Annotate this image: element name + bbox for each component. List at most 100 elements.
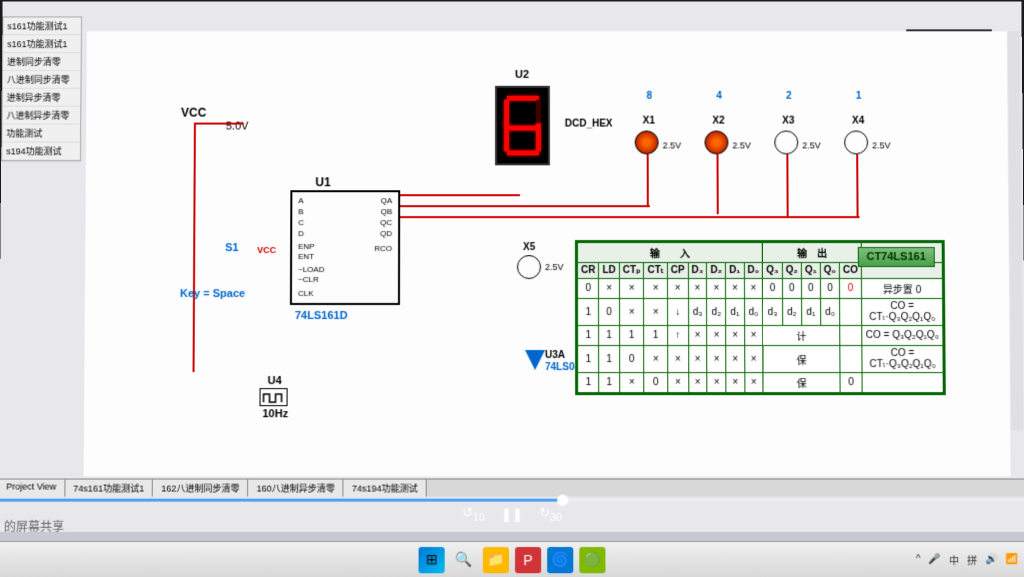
project-sidebar[interactable]: s161功能测试1 s161功能测试1 进制同步清零 八进制同步清零 进制异步清… xyxy=(1,16,82,161)
tab[interactable]: Project View xyxy=(0,480,65,497)
clock-frequency: 10Hz xyxy=(262,408,288,420)
sidebar-item[interactable]: 进制同步清零 xyxy=(3,53,81,71)
probe-x1[interactable] xyxy=(635,131,659,155)
right-toolbar[interactable] xyxy=(1008,31,1023,430)
sidebar-item[interactable]: 进制异步清零 xyxy=(3,89,81,107)
ic-74ls161[interactable]: A B C D ENP ENT ~LOAD ~CLR CLK QA QB QC … xyxy=(290,190,400,305)
weight-4: 4 xyxy=(716,91,722,102)
u3a-label: U3A xyxy=(545,350,565,361)
output-header: 输 出 xyxy=(763,243,862,263)
u1-label: U1 xyxy=(315,175,330,189)
tray-chevron-icon[interactable]: ^ xyxy=(916,554,921,565)
powerpoint-icon[interactable]: P xyxy=(515,547,541,573)
segment-g xyxy=(507,126,539,131)
probe-x5-label: X5 xyxy=(523,242,535,253)
pin-clr: ~CLR xyxy=(298,275,319,284)
sheet-tabs[interactable]: Project View 74s161功能测试1 162八进制同步清零 160八… xyxy=(0,479,1024,497)
vcc-switch-label: VCC xyxy=(257,245,276,255)
u4-label: U4 xyxy=(268,375,282,387)
tab[interactable]: 74s161功能测试1 xyxy=(65,480,153,497)
timeline-progress xyxy=(0,499,563,502)
start-button[interactable]: ⊞ xyxy=(419,547,445,573)
input-header: 输 入 xyxy=(577,243,762,263)
pin-load: ~LOAD xyxy=(298,265,324,274)
tab[interactable]: 74s194功能测试 xyxy=(344,480,427,497)
app-icon[interactable]: 🌀 xyxy=(547,547,573,573)
search-icon[interactable]: 🔍 xyxy=(451,547,477,573)
clock-icon xyxy=(260,389,288,407)
tab[interactable]: 162八进制同步清零 xyxy=(153,480,248,497)
wire xyxy=(193,123,196,372)
pin-b: B xyxy=(298,207,303,216)
windows-taskbar[interactable]: ⊞ 🔍 📁 P 🌀 🟢 ^ 🎤 中 拼 🔊 📶 xyxy=(0,541,1024,577)
pin-qa: QA xyxy=(381,196,393,205)
screen-share-label: 的屏幕共享 xyxy=(0,516,70,537)
probe-x2[interactable] xyxy=(704,131,728,155)
wire xyxy=(400,194,520,195)
rewind-button[interactable]: ↺10 xyxy=(462,505,485,524)
monitor-frame: 🎤 正在讲话: s161功能测试1 s161功能测试1 进制同步清零 八进制同步… xyxy=(0,2,1024,577)
tab[interactable]: 160八进制异步清零 xyxy=(248,480,343,497)
pin-rco: RCO xyxy=(374,244,392,253)
explorer-icon[interactable]: 📁 xyxy=(483,547,509,573)
pin-enp: ENP xyxy=(298,242,314,251)
pin-clk: CLK xyxy=(298,289,314,298)
segment-d xyxy=(507,150,539,155)
truth-table: CT74LS161 输 入 输 出 CRLDCTₚCTₜCPD₃D₂D₁D₀Q₃… xyxy=(575,240,946,395)
wire xyxy=(400,205,650,206)
sidebar-item[interactable]: s161功能测试1 xyxy=(3,17,81,35)
probe-x3-label: X3 xyxy=(782,116,794,127)
switch-s1-label: S1 xyxy=(225,242,239,254)
sidebar-item[interactable]: s161功能测试1 xyxy=(3,35,81,53)
table-row: 1111↑××××计CO = Q₃Q₂Q₁Q₀ xyxy=(578,326,943,346)
table-row: 10××↓d₃d₂d₁d₀d₃d₂d₁d₀CO = CTₜ·Q₃Q₂Q₁Q₀ xyxy=(578,298,943,325)
x4-volt: 2.5V xyxy=(872,140,891,150)
pin-c: C xyxy=(298,218,304,227)
pin-qc: QC xyxy=(380,218,392,227)
wire xyxy=(194,123,244,125)
weight-1: 1 xyxy=(856,91,862,102)
u2-label: U2 xyxy=(515,69,529,81)
wire xyxy=(786,154,788,217)
truth-table-title: CT74LS161 xyxy=(857,247,934,267)
sidebar-item[interactable]: 八进制同步清零 xyxy=(3,71,81,89)
schematic-canvas[interactable]: VCC 5.0V U1 A B C D ENP ENT ~LOAD ~CLR C… xyxy=(84,31,1011,476)
app-icon[interactable]: 🟢 xyxy=(579,547,605,573)
pin-ent: ENT xyxy=(298,252,314,261)
probe-x5[interactable] xyxy=(517,255,541,279)
table-row: 110××××××保CO = CTₜ·Q₃Q₂Q₁Q₀ xyxy=(578,346,944,373)
wire xyxy=(856,154,858,217)
network-icon[interactable]: 📶 xyxy=(1006,554,1019,565)
probe-x3[interactable] xyxy=(774,131,798,155)
pause-button[interactable]: ❚❚ xyxy=(501,506,523,522)
inverter-triangle-icon xyxy=(525,350,545,370)
pin-a: A xyxy=(298,196,303,205)
clock-source[interactable] xyxy=(259,388,287,406)
ime-mode[interactable]: 拼 xyxy=(967,552,977,567)
weight-2: 2 xyxy=(786,91,792,102)
seven-segment-display[interactable] xyxy=(495,86,550,165)
sidebar-item[interactable]: 八进制异步清零 xyxy=(2,107,80,125)
probe-x1-label: X1 xyxy=(643,116,655,127)
system-tray[interactable]: ^ 🎤 中 拼 🔊 📶 xyxy=(916,552,1019,567)
ime-lang[interactable]: 中 xyxy=(949,552,959,567)
tray-mic-icon[interactable]: 🎤 xyxy=(929,554,942,565)
inverter-u3a[interactable] xyxy=(525,350,545,370)
video-timeline[interactable] xyxy=(0,499,1024,502)
sidebar-item[interactable]: s194功能测试 xyxy=(2,142,80,160)
wire xyxy=(647,154,649,206)
vcc-label: VCC xyxy=(181,106,206,120)
table-row: 0××××××××00000异步置 0 xyxy=(577,279,942,299)
x3-volt: 2.5V xyxy=(802,140,821,150)
sidebar-item[interactable]: 功能测试 xyxy=(2,125,80,143)
table-row: 11×0×××××保0 xyxy=(578,373,944,393)
x1-volt: 2.5V xyxy=(663,140,681,150)
taskbar-center: ⊞ 🔍 📁 P 🌀 🟢 xyxy=(419,547,606,573)
x5-volt: 2.5V xyxy=(545,262,564,272)
probe-x4[interactable] xyxy=(844,131,868,155)
x2-volt: 2.5V xyxy=(732,140,751,150)
probe-x2-label: X2 xyxy=(712,116,724,127)
volume-icon[interactable]: 🔊 xyxy=(985,554,998,565)
chip-part-number: 74LS161D xyxy=(295,310,348,322)
forward-button[interactable]: ↻30 xyxy=(539,505,562,524)
